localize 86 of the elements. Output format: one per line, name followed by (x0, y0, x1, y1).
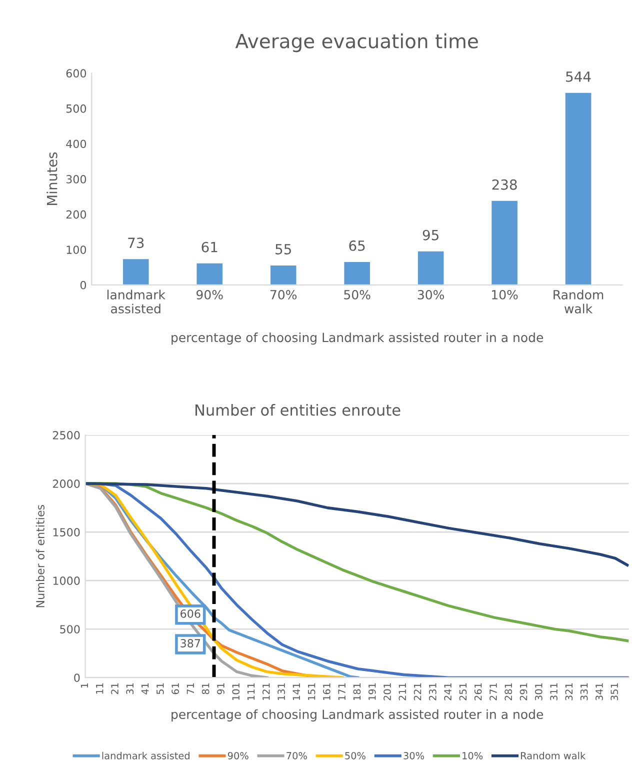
x-tick-label: 331 (580, 683, 588, 700)
y-tick-label: 0 (80, 280, 86, 290)
x-tick-label: 151 (308, 683, 316, 700)
x-tick-label: 191 (368, 683, 376, 700)
x-tick-label: 251 (459, 683, 467, 700)
x-tick-label: 101 (232, 683, 240, 700)
x-tick-label: 321 (565, 683, 573, 700)
y-tick-label: 1500 (53, 528, 80, 536)
legend-label: 30% (404, 752, 424, 760)
data-label: 238 (492, 179, 517, 190)
x-tick-label: 11 (96, 683, 104, 694)
x-tick-label: 141 (292, 683, 300, 700)
x-tick-label: 291 (520, 683, 528, 700)
legend-label: Random walk (521, 752, 586, 760)
x-tick-label: 61 (172, 683, 179, 694)
x-tick-label: 51 (156, 683, 164, 694)
x-tick-label: 81 (202, 683, 210, 694)
x-tick-label: 261 (474, 683, 482, 700)
bar (270, 265, 296, 285)
x-tick-label: 1 (80, 683, 88, 688)
legend-label: landmark assisted (102, 752, 190, 760)
x-tick-label: 121 (262, 683, 270, 700)
bar (492, 200, 518, 285)
x-tick-label: 31 (126, 683, 134, 694)
x-tick-label: 281 (504, 683, 512, 700)
y-tick-label: 2500 (52, 431, 80, 440)
x-tick-label: 71 (186, 683, 194, 694)
y-tick-label: 400 (66, 140, 86, 148)
line-series (85, 482, 629, 566)
chart-title: Average evacuation time (235, 33, 478, 52)
data-label: 95 (422, 230, 438, 240)
x-tick-label: landmark assisted (107, 290, 166, 314)
y-tick-label: 600 (66, 69, 86, 78)
x-tick-label: 131 (278, 683, 285, 700)
x-tick-label: 241 (444, 683, 452, 700)
data-label: 544 (566, 72, 591, 82)
x-tick-label: 211 (398, 683, 406, 700)
y-tick-label: 300 (66, 175, 86, 184)
x-tick-label: 221 (414, 683, 422, 700)
x-tick-label: 311 (550, 683, 558, 700)
bar (565, 92, 592, 285)
x-tick-label: 301 (534, 683, 542, 700)
x-tick-label: 181 (353, 683, 361, 700)
y-axis-title: Number of entities (36, 504, 44, 608)
x-axis-title: percentage of choosing Landmark assisted router in a node (172, 332, 544, 345)
bar (418, 251, 444, 285)
x-tick-label: 21 (111, 683, 118, 694)
data-label: 55 (276, 244, 291, 254)
x-tick-label: 161 (323, 683, 330, 700)
x-tick-label: 171 (338, 683, 346, 700)
x-tick-label: Random walk (554, 290, 604, 314)
y-tick-label: 0 (74, 674, 80, 682)
x-tick-label: 90% (196, 290, 223, 300)
bar (196, 263, 223, 285)
x-tick-label: 10% (492, 290, 518, 300)
data-label: 61 (202, 242, 218, 252)
x-tick-label: 30% (418, 290, 444, 300)
x-tick-label: 91 (217, 683, 224, 694)
x-tick-label: 41 (141, 683, 149, 694)
y-tick-label: 100 (66, 246, 86, 254)
bar (344, 262, 370, 285)
x-tick-label: 201 (384, 683, 391, 700)
x-tick-label: 271 (490, 683, 497, 700)
y-tick-label: 2000 (52, 480, 80, 488)
data-label: 65 (349, 240, 365, 251)
x-tick-label: 50% (344, 290, 370, 300)
bar (122, 259, 149, 285)
x-axis-title: percentage of choosing Landmark assisted router in a node (172, 709, 544, 722)
y-axis-title: Minutes (46, 152, 58, 205)
data-label: 73 (128, 238, 144, 248)
y-tick-label: 500 (60, 625, 80, 634)
x-tick-label: 351 (610, 683, 618, 700)
legend-label: 10% (462, 752, 483, 760)
chart-title: Number of entities enroute (196, 404, 400, 416)
annotation: 606 (180, 609, 200, 618)
legend-label: 90% (228, 752, 248, 760)
x-tick-label: 341 (596, 683, 603, 700)
y-tick-label: 1000 (53, 576, 80, 585)
y-tick-label: 500 (66, 104, 86, 113)
legend-label: 70% (286, 752, 307, 760)
x-tick-label: 231 (429, 683, 436, 700)
x-tick-label: 111 (247, 683, 255, 700)
y-tick-label: 200 (66, 210, 86, 219)
x-tick-label: 70% (270, 290, 297, 300)
annotation: 387 (180, 639, 200, 648)
legend-label: 50% (345, 752, 366, 760)
